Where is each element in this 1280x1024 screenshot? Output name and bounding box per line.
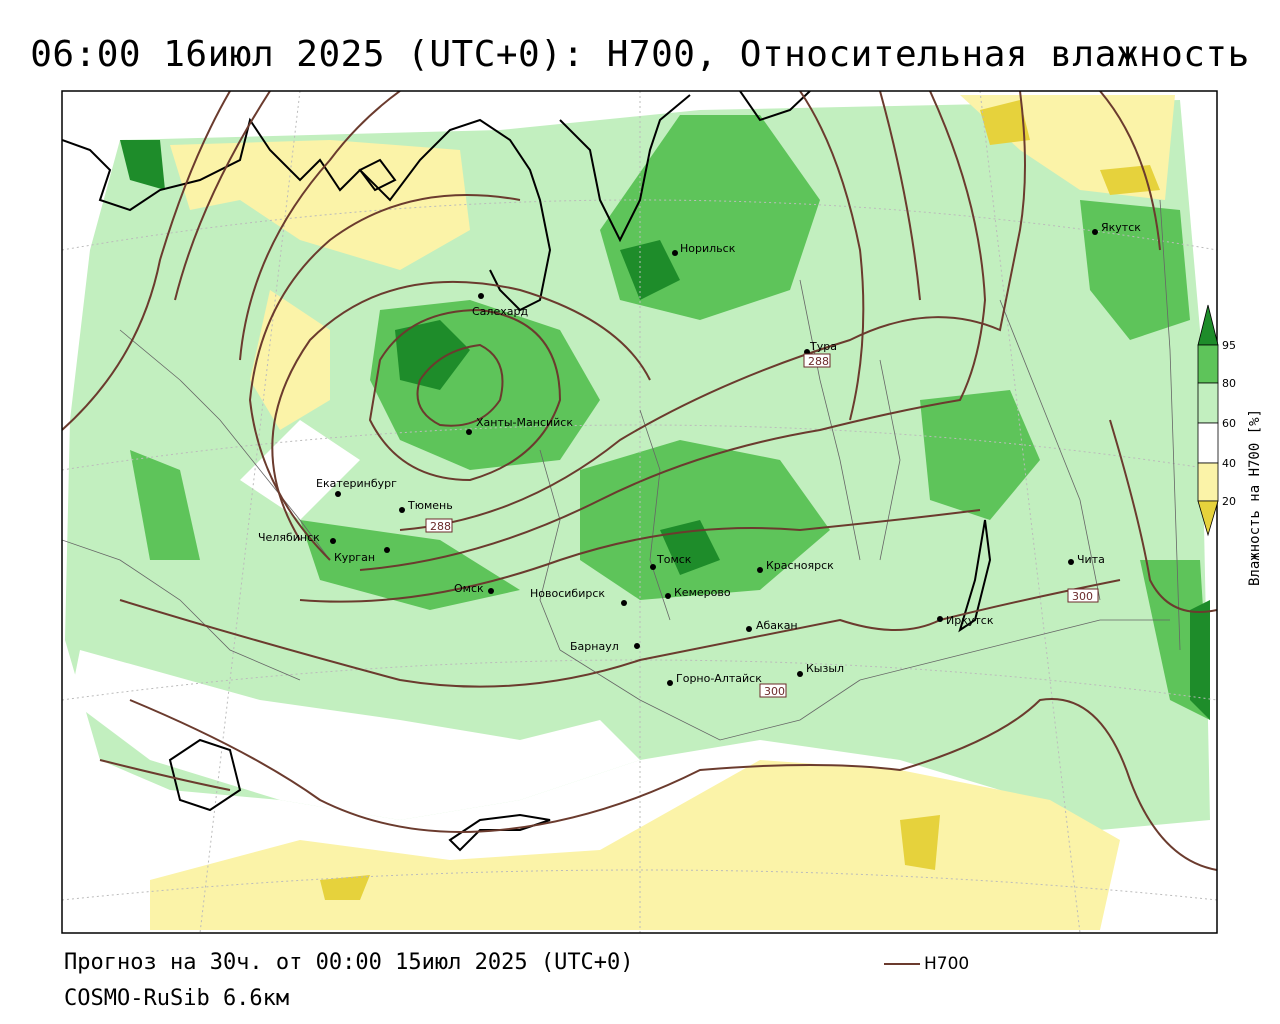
- very-moist-area-2: [620, 240, 680, 300]
- map-label: Тура: [809, 340, 837, 353]
- city-kemerovo: Кемерово: [665, 586, 731, 599]
- colorbar-band-95: [1197, 344, 1219, 384]
- map-label: Норильск: [680, 242, 736, 255]
- city-yakutsk: Якутск: [1092, 221, 1141, 235]
- colorbar-band-60: [1197, 422, 1219, 464]
- map-label: Иркутск: [946, 614, 994, 627]
- dry-spot-3: [900, 815, 940, 870]
- contour-label-3: 300: [759, 683, 787, 698]
- map-label: 300: [1072, 590, 1093, 603]
- city-irkutsk: Иркутск: [937, 614, 994, 627]
- map-frame-border: [61, 90, 1218, 934]
- city-gorno-altaysk: Горно-Алтайск: [667, 672, 762, 686]
- forecast-info: Прогноз на 30ч. от 00:00 15июл 2025 (UTC…: [64, 950, 634, 975]
- map-label: Барнаул: [570, 640, 619, 653]
- map-label: Красноярск: [766, 559, 834, 572]
- contour-label-4: 300: [1067, 588, 1099, 603]
- city-novosibirsk: Новосибирск: [530, 587, 627, 606]
- colorbar-tick-95: 95: [1222, 339, 1236, 352]
- map-label: Чита: [1077, 553, 1105, 566]
- map-label: Томск: [656, 553, 692, 566]
- colorbar-tick-60: 60: [1222, 417, 1236, 430]
- city-khanty-mansiysk: Ханты-Мансийск: [466, 416, 573, 435]
- city-krasnoyarsk: Красноярск: [757, 559, 834, 573]
- moist-area-west: [130, 450, 200, 560]
- map-label: Курган: [334, 551, 375, 564]
- very-moist-area-1: [395, 320, 470, 390]
- h700-legend-label: H700: [924, 954, 970, 974]
- city-abakan: Абакан: [746, 619, 798, 632]
- colorbar-band-40: [1197, 462, 1219, 502]
- colorbar-tick-80: 80: [1222, 377, 1236, 390]
- city-salekhard: Салехард: [472, 293, 528, 318]
- very-moist-area-4: [1190, 600, 1210, 720]
- moist-area-east: [920, 390, 1040, 520]
- model-info: COSMO-RuSib 6.6км: [64, 986, 290, 1011]
- colorbar-bottom-arrow: [1197, 500, 1219, 537]
- colorbar: 95 80 60 40 20 Влажность на H700 [%]: [1197, 304, 1263, 586]
- map-label: Тюмень: [407, 499, 453, 512]
- map-title: 06:00 16июл 2025 (UTC+0): H700, Относите…: [30, 34, 1250, 75]
- h700-legend: H700: [884, 954, 994, 974]
- dry-area-north: [170, 140, 470, 270]
- city-chelyabinsk: Челябинск: [258, 531, 336, 544]
- very-moist-area-3: [120, 140, 165, 190]
- map-label: Челябинск: [258, 531, 320, 544]
- city-kurgan: Курган: [334, 547, 390, 564]
- white-area-southwest: [70, 650, 640, 820]
- map-label: Салехард: [472, 305, 528, 318]
- map-label: Ханты-Мансийск: [476, 416, 573, 429]
- dry-area-west: [250, 290, 330, 430]
- map-label: Абакан: [756, 619, 798, 632]
- map-label: 300: [764, 685, 785, 698]
- map-label: Екатеринбург: [316, 477, 397, 490]
- map-label: 288: [808, 355, 829, 368]
- colorbar-title: Влажность на H700 [%]: [1247, 409, 1263, 586]
- dry-area-south: [150, 760, 1120, 930]
- map-label: Кызыл: [806, 662, 844, 675]
- map-label: Новосибирск: [530, 587, 605, 600]
- city-markers: Норильск Якутск Салехард Тура Ханты-Манс…: [258, 221, 1141, 686]
- city-yekaterinburg: Екатеринбург: [316, 477, 397, 497]
- map-label: Горно-Алтайск: [676, 672, 762, 685]
- contour-label-1: 288: [803, 353, 831, 368]
- city-barnaul: Барнаул: [570, 640, 640, 653]
- h700-contours: [62, 91, 1217, 871]
- admin-borders: [62, 199, 1181, 741]
- map-label: 288: [430, 520, 451, 533]
- map-label: Омск: [454, 582, 484, 595]
- city-chita: Чита: [1068, 553, 1105, 566]
- city-kyzyl: Кызыл: [797, 662, 844, 677]
- dry-spot-2: [1100, 165, 1160, 195]
- dry-spot-4: [320, 875, 370, 900]
- white-area-center-west: [240, 420, 360, 520]
- dry-spot-1: [980, 100, 1030, 145]
- city-tyumen: Тюмень: [399, 499, 453, 513]
- colorbar-tick-20: 20: [1222, 495, 1236, 508]
- city-omsk: Омск: [454, 582, 494, 595]
- map-label: Якутск: [1101, 221, 1141, 234]
- contour-label-2: 288: [425, 518, 453, 533]
- city-tomsk: Томск: [650, 553, 692, 570]
- h700-legend-line: [884, 963, 920, 965]
- colorbar-tick-40: 40: [1222, 457, 1236, 470]
- city-norilsk: Норильск: [672, 242, 736, 256]
- contour-labels: 288 288 300 300: [425, 353, 1099, 698]
- map-label: Кемерово: [674, 586, 731, 599]
- colorbar-band-80: [1197, 382, 1219, 424]
